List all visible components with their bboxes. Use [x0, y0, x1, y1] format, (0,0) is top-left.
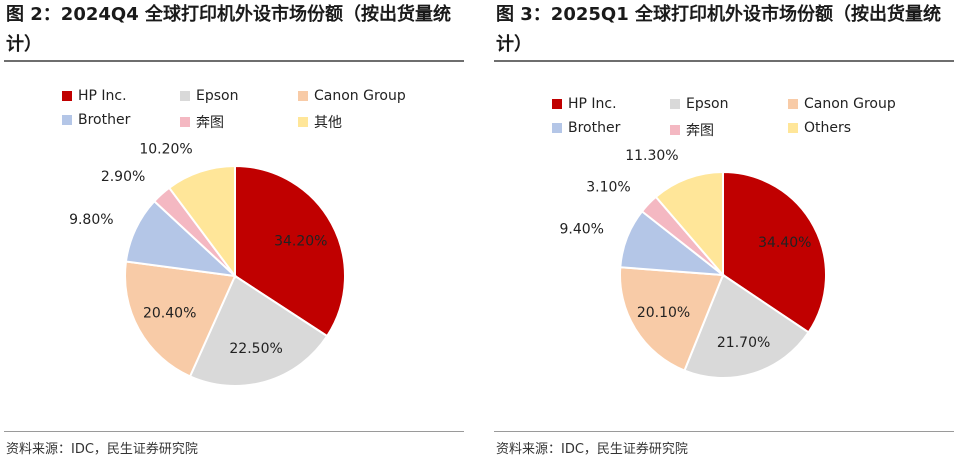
legend-swatch — [670, 125, 680, 135]
data-label-item-5: 10.20% — [139, 142, 192, 158]
legend-label: 奔图 — [196, 115, 224, 131]
data-label-epson: 22.50% — [229, 341, 282, 357]
data-label-hp-inc: 34.40% — [758, 235, 811, 251]
legend-label: Brother — [568, 120, 621, 136]
pie-slice-epson — [683, 273, 810, 379]
legend-item-epson: Epson — [180, 88, 238, 104]
legend-swatch — [298, 117, 308, 127]
pie-slice-item-5 — [167, 164, 236, 280]
legend-swatch — [62, 115, 72, 125]
pie-slice-others — [654, 170, 724, 278]
source-divider — [4, 431, 464, 432]
data-label-canon-group: 20.10% — [637, 305, 690, 321]
data-label-hp-inc: 34.20% — [274, 233, 327, 249]
legend-swatch — [552, 123, 562, 133]
pie-chart: 34.40% 21.70% 20.10% 9.40% 3.10% 11.30% — [559, 148, 827, 379]
legend-item-brother: Brother — [62, 112, 130, 128]
legend-item-hp-inc: HP Inc. — [62, 88, 127, 104]
legend-item-others: Others — [788, 120, 851, 136]
data-label-canon-group: 20.40% — [143, 305, 196, 321]
legend-label: Others — [804, 120, 852, 136]
pie-slice-canon-group — [619, 266, 725, 372]
legend-label: 其他 — [314, 115, 342, 131]
title-divider — [4, 60, 464, 62]
legend-label: HP Inc. — [78, 88, 127, 104]
legend-swatch — [298, 91, 308, 101]
legend-item-item-5: 其他 — [298, 112, 342, 132]
source-note: 资料来源：IDC，民生证券研究院 — [6, 442, 198, 457]
pie-chart: 34.20% 22.50% 20.40% 9.80% 2.90% 10.20% — [69, 142, 346, 387]
data-label-epson: 21.70% — [717, 335, 770, 351]
figure-title: 图 3：2025Q1 全球打印机外设市场份额（按出货量统计） — [496, 4, 941, 55]
pie-slice-canon-group — [124, 260, 237, 378]
legend-label: HP Inc. — [568, 96, 617, 112]
legend-label: Epson — [686, 96, 729, 112]
legend-label: Epson — [196, 88, 239, 104]
legend-item-hp-inc: HP Inc. — [552, 96, 617, 112]
data-label-item-4: 2.90% — [101, 169, 145, 185]
legend-swatch — [62, 91, 72, 101]
legend-swatch — [180, 117, 190, 127]
legend-label: 奔图 — [686, 123, 714, 139]
chart-panel-2025q1: 图 3：2025Q1 全球打印机外设市场份额（按出货量统计） HP Inc. Ep… — [490, 0, 960, 471]
legend-swatch — [788, 99, 798, 109]
legend-item-canon-group: Canon Group — [298, 88, 406, 104]
legend-swatch — [670, 99, 680, 109]
legend-label: Canon Group — [804, 96, 896, 112]
data-label-brother: 9.80% — [69, 212, 113, 228]
data-label-others: 11.30% — [625, 148, 678, 164]
source-divider — [494, 431, 954, 432]
legend-swatch — [180, 91, 190, 101]
legend-label: Canon Group — [314, 88, 406, 104]
legend-swatch — [552, 99, 562, 109]
pie-slice-epson — [188, 274, 329, 387]
pie-slice-hp-inc — [722, 170, 827, 334]
data-label-item-4: 3.10% — [586, 180, 630, 196]
legend-item-item-4: 奔图 — [670, 120, 714, 140]
legend-item-epson: Epson — [670, 96, 728, 112]
legend-item-canon-group: Canon Group — [788, 96, 896, 112]
title-divider — [494, 60, 954, 62]
legend-label: Brother — [78, 112, 131, 128]
source-note: 资料来源：IDC，民生证券研究院 — [496, 442, 688, 457]
legend-swatch — [788, 123, 798, 133]
legend-item-brother: Brother — [552, 120, 620, 136]
figure-title: 图 2：2024Q4 全球打印机外设市场份额（按出货量统计） — [6, 4, 451, 55]
data-label-brother: 9.40% — [559, 222, 603, 238]
chart-panel-2024q4: 图 2：2024Q4 全球打印机外设市场份额（按出货量统计） HP Inc. Ep… — [0, 0, 470, 471]
legend-item-item-4: 奔图 — [180, 112, 224, 132]
